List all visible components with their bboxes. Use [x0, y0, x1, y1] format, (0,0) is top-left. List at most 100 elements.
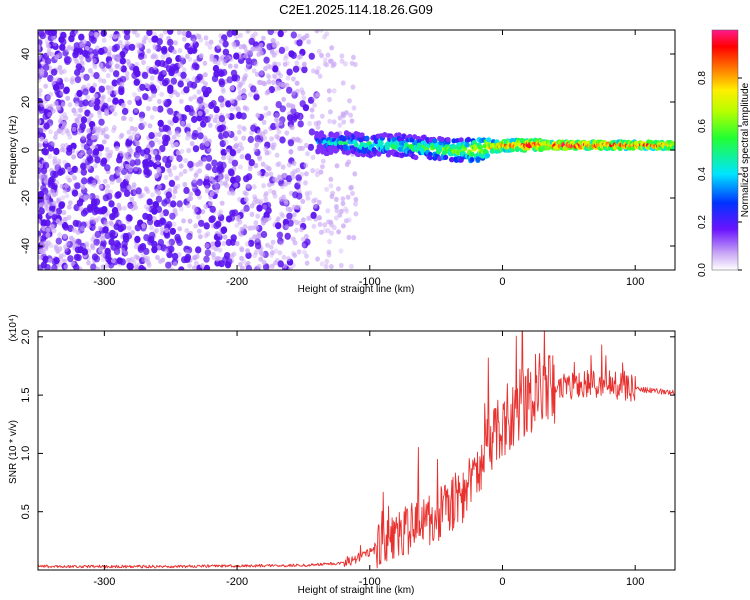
- spectrogram-noise-point: [280, 164, 286, 170]
- spectrogram-noise-point: [94, 230, 102, 238]
- spectrogram-noise-point: [88, 68, 93, 74]
- spectrogram-noise-point: [169, 155, 175, 161]
- spectrogram-noise-point: [297, 120, 304, 128]
- spectrogram-noise-point: [302, 249, 307, 255]
- spectrogram-noise-point: [192, 255, 197, 261]
- spectrogram-noise-point: [203, 35, 209, 41]
- spectrogram-noise-point: [250, 33, 256, 40]
- spectrogram-noise-point: [314, 30, 320, 34]
- spectrogram-noise-point: [178, 171, 184, 177]
- spectrogram-noise-point: [238, 232, 244, 238]
- spectrogram-noise-point: [109, 85, 114, 91]
- spectrogram-noise-point: [38, 254, 43, 260]
- spectrogram-noise-point: [196, 178, 203, 187]
- spectrogram-noise-point: [301, 242, 307, 248]
- spectrogram-noise-point: [97, 144, 105, 152]
- spectrogram-noise-point: [131, 30, 137, 35]
- spectrogram-noise-point: [313, 92, 319, 99]
- spectrogram-noise-point: [119, 223, 127, 231]
- spectrogram-noise-point: [151, 156, 156, 162]
- spectrogram-noise-point: [46, 43, 51, 49]
- spectrogram-noise-point: [204, 108, 210, 115]
- spectrogram-noise-point: [238, 164, 243, 170]
- spectrogram-noise-point: [72, 219, 80, 227]
- spectrogram-noise-point: [132, 201, 137, 207]
- spectrogram-noise-point: [308, 52, 315, 60]
- spectrogram-noise-point: [243, 53, 249, 59]
- spectrogram-noise-point: [122, 235, 130, 243]
- spectrogram-noise-point: [349, 263, 354, 270]
- spectrogram-noise-point: [297, 33, 302, 39]
- spectrogram-noise-point: [218, 38, 224, 44]
- spectrogram-noise-point: [291, 160, 297, 166]
- spectrogram-noise-point: [39, 136, 44, 142]
- spectrogram-noise-point: [80, 116, 88, 124]
- spectrogram-noise-point: [151, 240, 158, 248]
- spectrogram-noise-point: [238, 32, 243, 39]
- spectrogram-noise-point: [228, 214, 236, 222]
- spectrogram-noise-point: [258, 50, 264, 56]
- spectrogram-noise-point: [49, 224, 55, 230]
- spectrogram-noise-point: [43, 245, 49, 252]
- spectrogram-noise-point: [90, 97, 96, 103]
- spectrogram-noise-point: [157, 74, 165, 82]
- spectrogram-noise-point: [349, 118, 355, 124]
- spectrogram-noise-point: [277, 30, 284, 38]
- spectrogram-noise-point: [327, 118, 333, 124]
- spectrogram-noise-point: [60, 102, 66, 108]
- spectrogram-noise-point: [143, 147, 151, 155]
- spectrogram-noise-point: [125, 163, 130, 170]
- spectrogram-noise-point: [51, 77, 57, 83]
- spectrogram-noise-point: [229, 106, 235, 112]
- spectrogram-noise-point: [278, 46, 286, 55]
- spectrogram-noise-point: [164, 227, 169, 233]
- spectrogram-noise-point: [53, 257, 60, 265]
- spectrogram-noise-point: [125, 139, 132, 147]
- spectrogram-noise-point: [270, 239, 276, 245]
- spectrogram-noise-point: [181, 36, 187, 42]
- spectrogram-noise-point: [47, 30, 55, 37]
- spectrogram-noise-point: [295, 136, 301, 142]
- spectrogram-noise-point: [66, 44, 72, 51]
- spectrogram-noise-point: [62, 223, 70, 231]
- spectrogram-noise-point: [310, 168, 316, 174]
- spectrogram-noise-point: [274, 152, 280, 158]
- spectrogram-noise-point: [222, 40, 229, 48]
- spectrogram-noise-point: [191, 38, 197, 44]
- spectrogram-noise-point: [233, 136, 239, 142]
- spectrogram-noise-point: [229, 155, 235, 161]
- spectrogram-noise-point: [167, 30, 174, 35]
- spectrogram-noise-point: [167, 167, 173, 174]
- spectrogram-noise-point: [156, 38, 163, 46]
- spectrogram-noise-point: [127, 185, 132, 191]
- spectrogram-noise-point: [177, 226, 183, 232]
- spectrogram-noise-point: [261, 119, 267, 125]
- spectrogram-ridge-point: [318, 130, 325, 136]
- spectrogram-noise-point: [82, 207, 90, 215]
- spectrogram-ridge-point: [514, 146, 520, 153]
- spectrogram-noise-point: [146, 260, 151, 266]
- spectrogram-noise-point: [290, 104, 296, 110]
- spectrogram-noise-point: [228, 169, 235, 177]
- spectrogram-noise-point: [263, 196, 269, 202]
- spectrogram-noise-point: [238, 44, 244, 50]
- spectrogram-noise-point: [239, 145, 245, 151]
- spectrogram-noise-point: [154, 173, 159, 179]
- spectrogram-noise-point: [126, 203, 132, 209]
- spectrogram-noise-point: [169, 227, 176, 235]
- spectrogram-noise-point: [51, 264, 58, 270]
- spectrogram-noise-point: [151, 92, 157, 99]
- spectrogram-noise-point: [202, 90, 210, 98]
- spectrogram-noise-point: [294, 182, 301, 190]
- spectrogram-noise-point: [156, 219, 163, 227]
- spectrogram-noise-point: [109, 179, 115, 185]
- y-tick-label: 2.0: [20, 329, 32, 344]
- spectrogram-noise-point: [329, 45, 335, 51]
- snr-y-axis-label: SNR (10 * v/v): [8, 420, 19, 484]
- spectrogram-noise-point: [52, 41, 58, 47]
- spectrogram-noise-point: [78, 33, 85, 41]
- spectrogram-noise-point: [41, 147, 48, 155]
- spectrogram-noise-point: [235, 105, 241, 111]
- spectrogram-noise-point: [66, 214, 72, 221]
- spectrogram-noise-point: [126, 225, 132, 231]
